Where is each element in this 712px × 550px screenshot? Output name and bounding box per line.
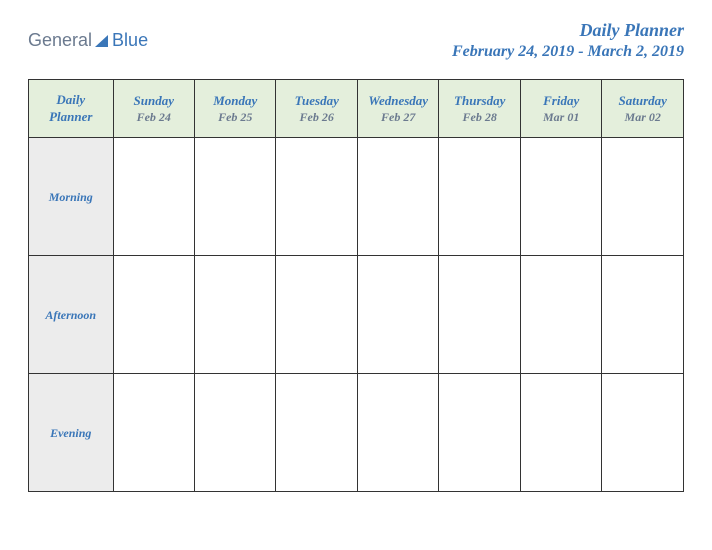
- date-range: February 24, 2019 - March 2, 2019: [452, 43, 684, 61]
- time-slot-label: Morning: [49, 190, 93, 204]
- day-date: Feb 25: [195, 110, 275, 125]
- cell-morning-tuesday: [276, 138, 357, 256]
- day-header-wednesday: Wednesday Feb 27: [357, 80, 438, 138]
- day-header-tuesday: Tuesday Feb 26: [276, 80, 357, 138]
- planner-table: Daily Planner Sunday Feb 24 Monday Feb 2…: [28, 79, 684, 492]
- cell-evening-tuesday: [276, 374, 357, 492]
- cell-evening-thursday: [439, 374, 520, 492]
- page-title: Daily Planner: [452, 20, 684, 41]
- row-morning: Morning: [29, 138, 684, 256]
- cell-evening-friday: [520, 374, 601, 492]
- time-slot-label: Evening: [50, 426, 91, 440]
- day-name: Thursday: [439, 93, 519, 109]
- day-header-thursday: Thursday Feb 28: [439, 80, 520, 138]
- cell-morning-saturday: [602, 138, 684, 256]
- cell-morning-thursday: [439, 138, 520, 256]
- day-date: Mar 02: [602, 110, 683, 125]
- cell-afternoon-wednesday: [357, 256, 438, 374]
- cell-afternoon-friday: [520, 256, 601, 374]
- cell-afternoon-saturday: [602, 256, 684, 374]
- cell-evening-sunday: [113, 374, 194, 492]
- logo: General Blue: [28, 30, 148, 51]
- day-name: Wednesday: [358, 93, 438, 109]
- cell-morning-wednesday: [357, 138, 438, 256]
- cell-afternoon-tuesday: [276, 256, 357, 374]
- cell-evening-monday: [195, 374, 276, 492]
- title-block: Daily Planner February 24, 2019 - March …: [452, 20, 684, 61]
- day-name: Saturday: [602, 93, 683, 109]
- corner-label-line1: Daily: [56, 92, 85, 107]
- header-row: General Blue Daily Planner February 24, …: [28, 20, 684, 61]
- day-date: Mar 01: [521, 110, 601, 125]
- cell-afternoon-monday: [195, 256, 276, 374]
- row-afternoon: Afternoon: [29, 256, 684, 374]
- day-date: Feb 26: [276, 110, 356, 125]
- header-row: Daily Planner Sunday Feb 24 Monday Feb 2…: [29, 80, 684, 138]
- time-slot-afternoon: Afternoon: [29, 256, 114, 374]
- day-name: Tuesday: [276, 93, 356, 109]
- day-date: Feb 28: [439, 110, 519, 125]
- corner-label-line2: Planner: [49, 109, 92, 124]
- day-header-monday: Monday Feb 25: [195, 80, 276, 138]
- day-date: Feb 27: [358, 110, 438, 125]
- cell-morning-monday: [195, 138, 276, 256]
- day-name: Friday: [521, 93, 601, 109]
- cell-afternoon-sunday: [113, 256, 194, 374]
- day-header-saturday: Saturday Mar 02: [602, 80, 684, 138]
- row-evening: Evening: [29, 374, 684, 492]
- cell-morning-friday: [520, 138, 601, 256]
- cell-afternoon-thursday: [439, 256, 520, 374]
- logo-text-general: General: [28, 30, 92, 51]
- cell-morning-sunday: [113, 138, 194, 256]
- day-header-sunday: Sunday Feb 24: [113, 80, 194, 138]
- logo-triangle-icon: [94, 33, 110, 49]
- time-slot-label: Afternoon: [45, 308, 96, 322]
- day-name: Sunday: [114, 93, 194, 109]
- time-slot-morning: Morning: [29, 138, 114, 256]
- cell-evening-wednesday: [357, 374, 438, 492]
- day-name: Monday: [195, 93, 275, 109]
- corner-cell: Daily Planner: [29, 80, 114, 138]
- day-header-friday: Friday Mar 01: [520, 80, 601, 138]
- time-slot-evening: Evening: [29, 374, 114, 492]
- cell-evening-saturday: [602, 374, 684, 492]
- logo-text-blue: Blue: [112, 30, 148, 51]
- day-date: Feb 24: [114, 110, 194, 125]
